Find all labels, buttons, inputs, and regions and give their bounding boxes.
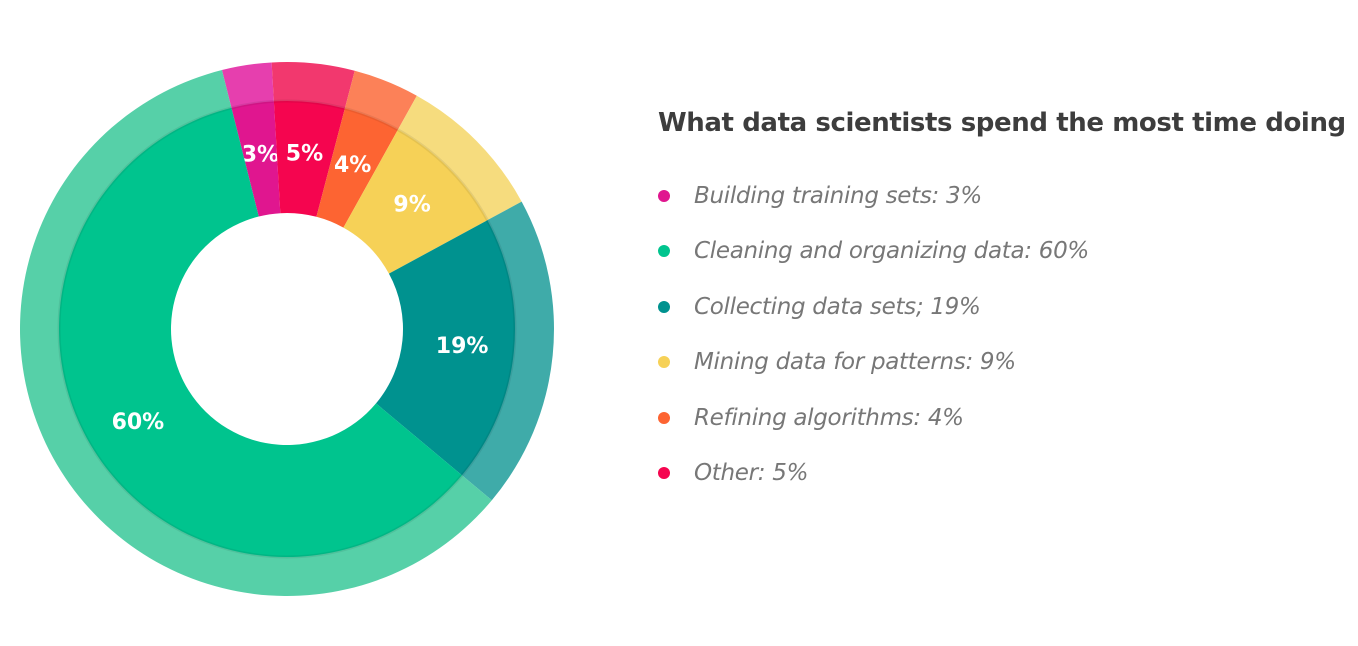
legend-label: Mining data for patterns: 9% [694, 349, 1016, 376]
legend-item: Refining algorithms: 4% [658, 390, 1348, 446]
outer-slice-refining-algorithms [344, 70, 417, 131]
chart-title: What data scientists spend the most time… [658, 108, 1346, 138]
legend-item: Mining data for patterns: 9% [658, 335, 1348, 391]
legend-swatch [658, 300, 670, 313]
slice-refining-algorithms [316, 108, 398, 228]
legend-label: Collecting data sets; 19% [694, 293, 981, 320]
legend-label: Other: 5% [694, 460, 809, 487]
chart-legend: What data scientists spend the most time… [658, 108, 1348, 501]
donut-chart: 3% 5% 4% 9% 19% 60% [19, 62, 554, 596]
outer-slice-cleaning-and-organizing-data [19, 70, 492, 596]
legend-swatch [658, 356, 670, 369]
slice-label-building-training-sets: 3% [242, 143, 279, 168]
legend-swatch [658, 467, 670, 480]
legend-item: Building training sets: 3% [658, 168, 1348, 224]
legend-list: Building training sets: 3% Cleaning and o… [658, 168, 1348, 501]
legend-swatch [658, 189, 670, 202]
slice-label-mining-data-for-patterns: 9% [393, 193, 430, 218]
legend-swatch [658, 411, 670, 424]
slice-building-training-sets [231, 101, 281, 217]
legend-item: Other: 5% [658, 446, 1348, 502]
slice-label-other: 5% [286, 141, 323, 166]
slice-other [273, 101, 345, 217]
outer-slice-other [271, 62, 355, 110]
slice-cleaning-and-organizing-data [58, 107, 462, 557]
slice-collecting-data-sets [375, 220, 515, 476]
outer-slice-collecting-data-sets [461, 201, 554, 501]
legend-label: Cleaning and organizing data: 60% [694, 238, 1089, 265]
slice-mining-data-for-patterns [343, 129, 488, 274]
legend-swatch [658, 245, 670, 258]
outer-slice-building-training-sets [221, 62, 274, 109]
outer-slice-mining-data-for-patterns [397, 95, 522, 221]
legend-label: Refining algorithms: 4% [694, 404, 964, 431]
inner-ring-edge [57, 99, 517, 559]
slice-label-collecting-data-sets: 19% [436, 334, 489, 359]
legend-label: Building training sets: 3% [694, 182, 982, 209]
legend-item: Cleaning and organizing data: 60% [658, 224, 1348, 280]
slice-label-refining-algorithms: 4% [334, 153, 371, 178]
legend-item: Collecting data sets; 19% [658, 279, 1348, 335]
slice-label-cleaning-and-organizing-data: 60% [112, 410, 165, 435]
